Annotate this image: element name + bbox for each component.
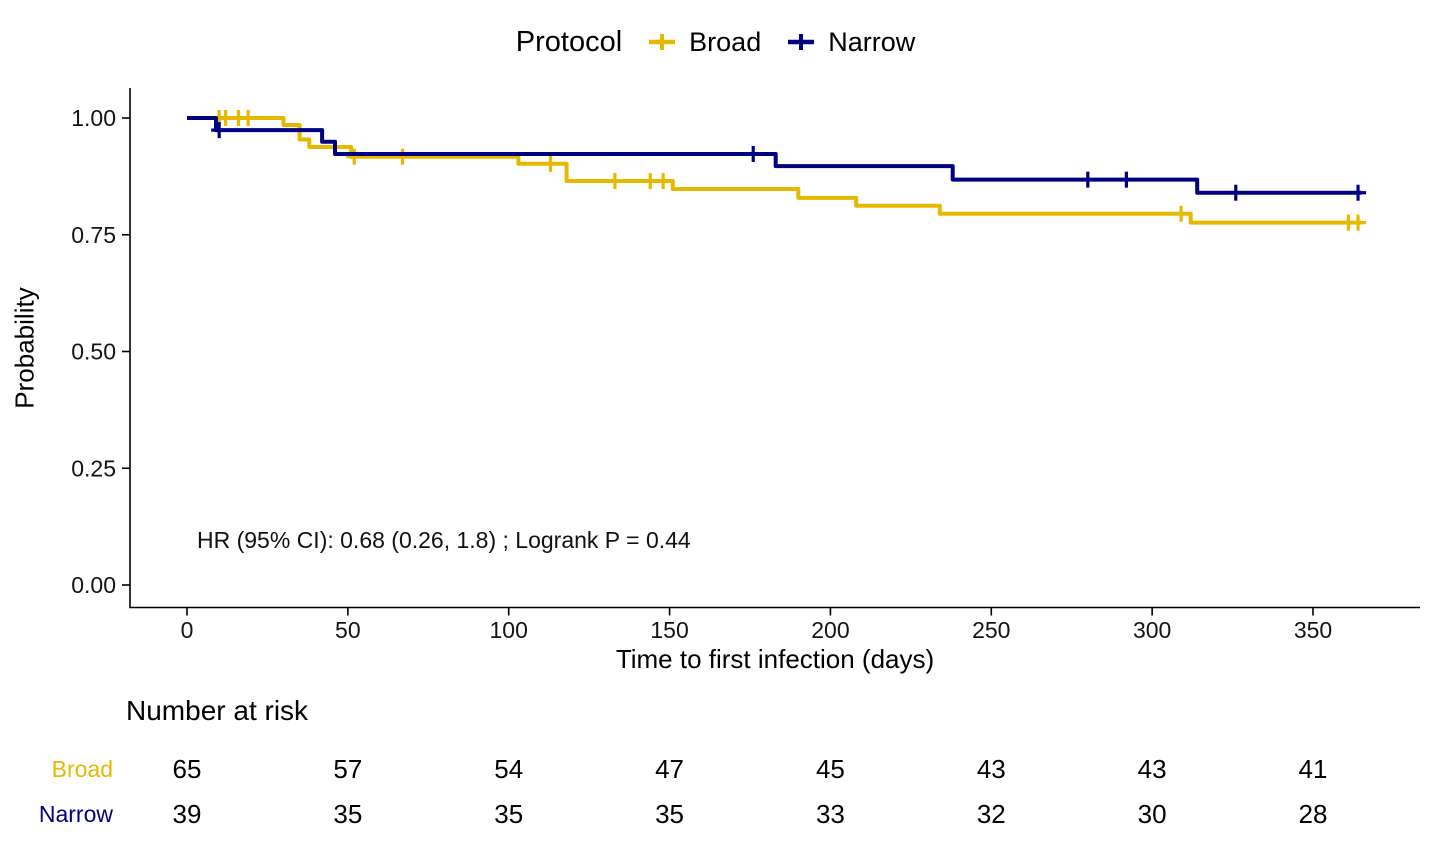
risk-count-narrow: 33 xyxy=(815,799,845,829)
risk-count-broad: 54 xyxy=(494,754,524,784)
legend-item-broad: Broad xyxy=(646,27,761,58)
legend-label-broad: Broad xyxy=(689,26,762,57)
y-tick-label: 0.25 xyxy=(71,455,116,481)
risk-count-narrow: 35 xyxy=(494,799,524,829)
x-tick-label: 200 xyxy=(811,617,849,643)
risk-count-broad: 45 xyxy=(815,754,845,784)
risk-table-title: Number at risk xyxy=(126,695,309,726)
risk-count-narrow: 35 xyxy=(333,799,363,829)
y-tick-label: 0.00 xyxy=(71,572,116,598)
x-tick-label: 150 xyxy=(650,617,688,643)
risk-count-broad: 41 xyxy=(1298,754,1328,784)
legend-label-narrow: Narrow xyxy=(828,26,916,57)
x-tick-label: 100 xyxy=(490,617,528,643)
x-axis-title: Time to first infection (days) xyxy=(615,644,935,674)
risk-count-narrow: 32 xyxy=(976,799,1006,829)
x-tick-label: 50 xyxy=(335,617,361,643)
risk-count-narrow: 35 xyxy=(655,799,685,829)
risk-row-label-broad: Broad xyxy=(51,756,113,782)
risk-count-broad: 43 xyxy=(1137,754,1167,784)
x-tick-label: 300 xyxy=(1133,617,1171,643)
broad-plus-icon xyxy=(649,34,676,50)
risk-count-broad: 43 xyxy=(976,754,1006,784)
x-tick-label: 0 xyxy=(181,617,194,643)
risk-count-narrow: 39 xyxy=(172,799,202,829)
y-tick-label: 1.00 xyxy=(71,105,116,131)
stats-annotation: HR (95% CI): 0.68 (0.26, 1.8) ; Logrank … xyxy=(197,527,691,553)
risk-count-narrow: 28 xyxy=(1298,799,1328,829)
broad-survival-curve xyxy=(187,116,1362,225)
risk-count-broad: 65 xyxy=(172,754,202,784)
narrow-survival-curve xyxy=(187,116,1362,195)
x-tick-label: 250 xyxy=(972,617,1010,643)
y-tick-label: 0.50 xyxy=(71,339,116,365)
legend-item-narrow: Narrow xyxy=(785,27,915,58)
risk-row-label-narrow: Narrow xyxy=(38,801,113,827)
risk-count-broad: 57 xyxy=(333,754,363,784)
y-tick-label: 0.75 xyxy=(71,222,116,248)
narrow-plus-icon xyxy=(788,34,815,50)
legend-title: Protocol xyxy=(515,25,623,58)
x-tick-label: 350 xyxy=(1294,617,1332,643)
legend: Protocol Broad Narrow xyxy=(0,22,1431,62)
risk-count-narrow: 30 xyxy=(1137,799,1167,829)
risk-count-broad: 47 xyxy=(655,754,685,784)
